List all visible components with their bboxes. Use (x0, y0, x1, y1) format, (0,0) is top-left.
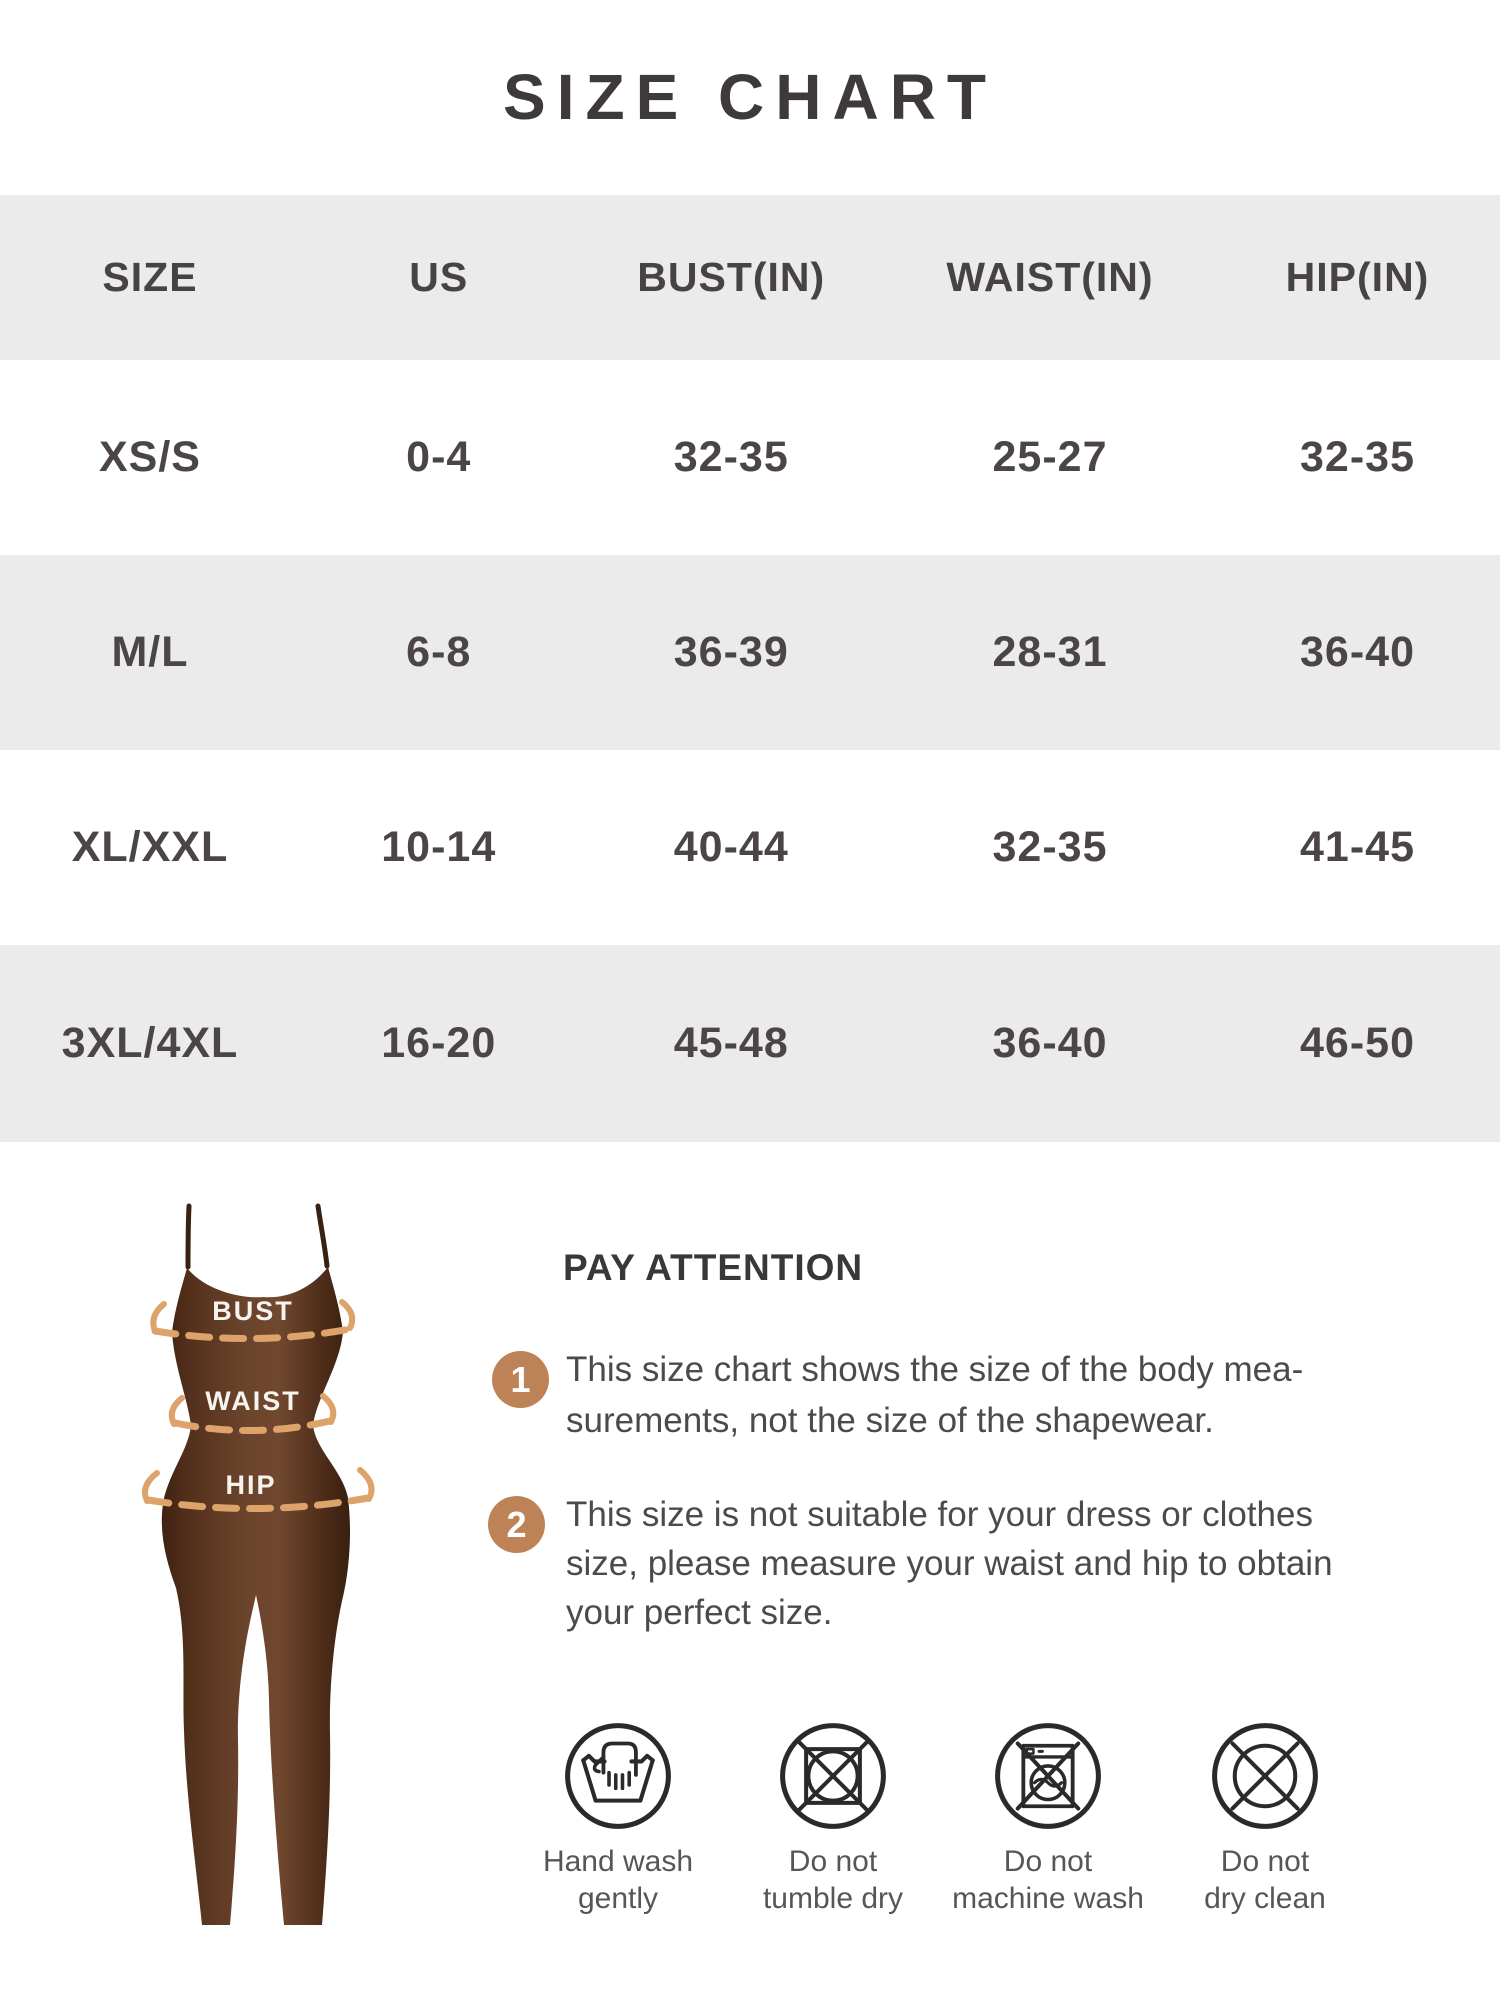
cell-waist: 32-35 (992, 823, 1108, 871)
column-header-size: SIZE (102, 254, 198, 300)
hip-measure-line (142, 1467, 375, 1513)
do-not-dry-clean-icon (1212, 1723, 1318, 1829)
attention-item-1: This size chart shows the size of the bo… (566, 1344, 1303, 1446)
cell-size: XS/S (99, 433, 201, 481)
waist-label: WAIST (205, 1386, 301, 1416)
cell-waist: 28-31 (992, 628, 1108, 676)
body-measurement-figure: BUST WAIST HIP (85, 1185, 465, 1945)
page-title: SIZE CHART (503, 61, 997, 133)
cell-waist: 25-27 (992, 433, 1108, 481)
table-row: M/L 6-8 36-39 28-31 36-40 (0, 555, 1500, 750)
cell-hip: 32-35 (1300, 433, 1415, 481)
size-table: SIZE US BUST(IN) WAIST(IN) HIP(IN) XS/S … (0, 195, 1500, 1142)
bodysuit-silhouette (161, 1267, 350, 1925)
bust-measure-line (150, 1299, 356, 1343)
table-row: XL/XXL 10-14 40-44 32-35 41-45 (0, 750, 1500, 945)
pay-attention-heading: PAY ATTENTION (563, 1247, 864, 1288)
care-label: Do not tumble dry (762, 1845, 904, 1915)
cell-us: 10-14 (381, 823, 497, 871)
care-item-hand-wash: Hand wash gently (508, 1720, 728, 1917)
column-header-hip: HIP(IN) (1285, 254, 1430, 300)
care-item-do-not-tumble-dry: Do not tumble dry (723, 1720, 943, 1917)
attention-line: size, please measure your waist and hip … (566, 1544, 1333, 1583)
attention-item-2: This size is not suitable for your dress… (566, 1490, 1333, 1637)
cell-bust: 45-48 (673, 1019, 789, 1067)
cell-us: 0-4 (406, 433, 472, 481)
attention-line: your perfect size. (566, 1593, 833, 1632)
care-item-do-not-machine-wash: Do not machine wash (938, 1720, 1158, 1917)
attention-line: This size is not suitable for your dress… (566, 1495, 1313, 1534)
cell-us: 16-20 (381, 1019, 497, 1067)
shapewear-body-illustration: BUST WAIST HIP (142, 1203, 375, 1925)
column-header-bust: BUST(IN) (637, 254, 826, 300)
cell-us: 6-8 (406, 628, 472, 676)
care-item-do-not-dry-clean: Do not dry clean (1155, 1720, 1375, 1917)
cell-size: M/L (111, 628, 189, 676)
cell-size: 3XL/4XL (61, 1019, 239, 1067)
column-header-waist: WAIST(IN) (946, 254, 1154, 300)
right-strap (315, 1203, 330, 1269)
care-label: Do not machine wash (952, 1845, 1144, 1915)
cell-waist: 36-40 (992, 1019, 1108, 1067)
do-not-tumble-dry-icon (780, 1723, 886, 1829)
cell-hip: 46-50 (1300, 1019, 1415, 1067)
table-header-row: SIZE US BUST(IN) WAIST(IN) HIP(IN) (0, 195, 1500, 360)
table-row: 3XL/4XL 16-20 45-48 36-40 46-50 (0, 945, 1500, 1142)
attention-line: This size chart shows the size of the bo… (566, 1350, 1304, 1389)
cell-bust: 36-39 (673, 628, 789, 676)
cell-hip: 36-40 (1300, 628, 1415, 676)
attention-line: surements, not the size of the shapewear… (566, 1401, 1214, 1440)
cell-hip: 41-45 (1300, 823, 1415, 871)
do-not-machine-wash-icon (995, 1723, 1101, 1829)
hand-wash-icon (565, 1723, 671, 1829)
waist-measure-line (168, 1393, 337, 1435)
cell-size: XL/XXL (71, 823, 229, 871)
cell-bust: 32-35 (673, 433, 789, 481)
cell-bust: 40-44 (673, 823, 789, 871)
table-row: XS/S 0-4 32-35 25-27 32-35 (0, 360, 1500, 555)
hip-label: HIP (225, 1470, 276, 1500)
bust-label: BUST (212, 1296, 294, 1326)
attention-number-badge-2: 2 (488, 1496, 545, 1553)
column-header-us: US (409, 254, 469, 300)
care-label: Do not dry clean (1204, 1845, 1326, 1915)
left-strap (185, 1203, 192, 1270)
care-label: Hand wash gently (542, 1845, 694, 1915)
attention-number-badge-1: 1 (492, 1351, 549, 1408)
